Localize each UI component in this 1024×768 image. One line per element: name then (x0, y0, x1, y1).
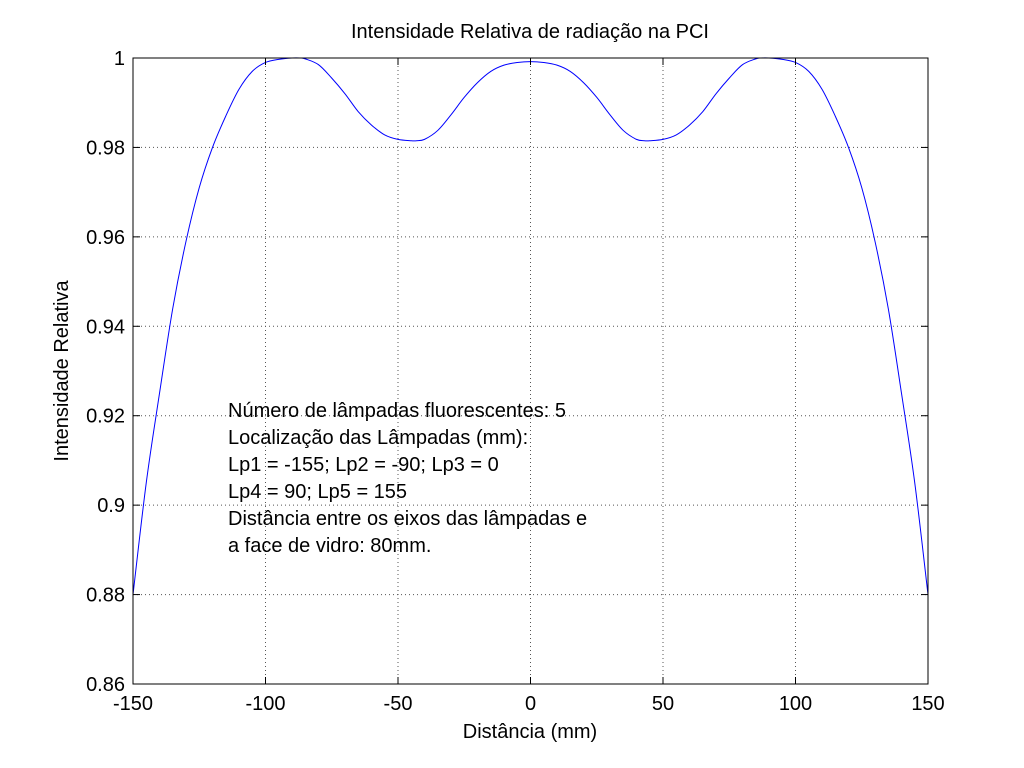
annotation-line: Distância entre os eixos das lâmpadas e (228, 508, 587, 530)
x-tick-label: 50 (652, 693, 674, 715)
y-tick-label: 0.94 (86, 316, 125, 338)
grid-lines (133, 58, 928, 684)
x-tick-label: -100 (245, 693, 285, 715)
x-tick-labels: -150 -100 -50 0 50 100 150 (113, 693, 945, 715)
x-tick-label: -50 (384, 693, 413, 715)
y-tick-label: 0.92 (86, 406, 125, 428)
y-tick-label: 1 (114, 48, 125, 70)
annotation-line: Lp4 = 90; Lp5 = 155 (228, 481, 407, 503)
y-tick-label: 0.98 (86, 137, 125, 159)
x-axis-label: Distância (mm) (463, 721, 597, 743)
annotation-line: Número de lâmpadas fluorescentes: 5 (228, 400, 566, 422)
x-tick-label: 100 (779, 693, 812, 715)
x-tick-label: 150 (911, 693, 944, 715)
y-tick-labels: 0.86 0.88 0.9 0.92 0.94 0.96 0.98 1 (86, 48, 125, 696)
chart-title: Intensidade Relativa de radiação na PCI (351, 21, 709, 43)
y-tick-label: 0.9 (97, 495, 125, 517)
annotation-line: Lp1 = -155; Lp2 = -90; Lp3 = 0 (228, 454, 499, 476)
x-tick-label: -150 (113, 693, 153, 715)
y-tick-label: 0.88 (86, 585, 125, 607)
y-tick-label: 0.86 (86, 674, 125, 696)
tick-marks (132, 57, 929, 685)
y-tick-label: 0.96 (86, 227, 125, 249)
y-axis-label: Intensidade Relativa (51, 280, 73, 462)
annotation-block: Número de lâmpadas fluorescentes: 5 Loca… (228, 400, 587, 557)
annotation-line: a face de vidro: 80mm. (228, 535, 431, 557)
x-tick-label: 0 (525, 693, 536, 715)
annotation-line: Localização das Lâmpadas (mm): (228, 427, 528, 449)
